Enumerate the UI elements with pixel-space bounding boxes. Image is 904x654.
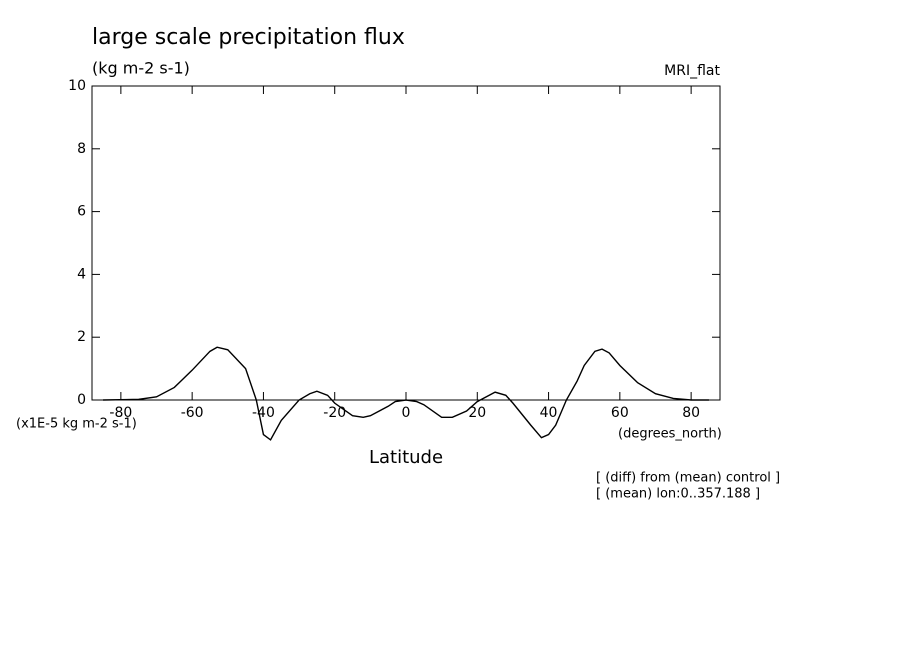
x-tick-label: 0 (402, 405, 411, 421)
x-tick-label: 60 (611, 405, 629, 421)
y-tick-label: 4 (77, 266, 86, 282)
annotation: [ (mean) lon:0..357.188 ] (596, 487, 760, 502)
chart-subtitle: (kg m-2 s-1) (92, 59, 190, 78)
y-tick-label: 6 (77, 204, 86, 220)
x-tick-label: 40 (540, 405, 558, 421)
x-tick-label: 20 (468, 405, 486, 421)
annotation: [ (diff) from (mean) control ] (596, 471, 780, 486)
dataset-label: MRI_flat (664, 63, 720, 79)
x-tick-label: -40 (252, 405, 275, 421)
x-tick-label: -80 (109, 405, 132, 421)
x-units-label: (degrees_north) (618, 427, 722, 442)
y-units-label: (x1E-5 kg m-2 s-1) (16, 417, 137, 432)
y-tick-label: 2 (77, 329, 86, 345)
y-tick-label: 0 (77, 392, 86, 408)
x-tick-label: 80 (682, 405, 700, 421)
x-axis-title: Latitude (369, 447, 443, 468)
x-tick-label: -20 (323, 405, 346, 421)
y-tick-label: 8 (77, 141, 86, 157)
y-tick-label: 10 (68, 78, 86, 94)
chart-title: large scale precipitation flux (92, 25, 405, 50)
data-line (103, 346, 709, 441)
x-tick-label: -60 (181, 405, 204, 421)
